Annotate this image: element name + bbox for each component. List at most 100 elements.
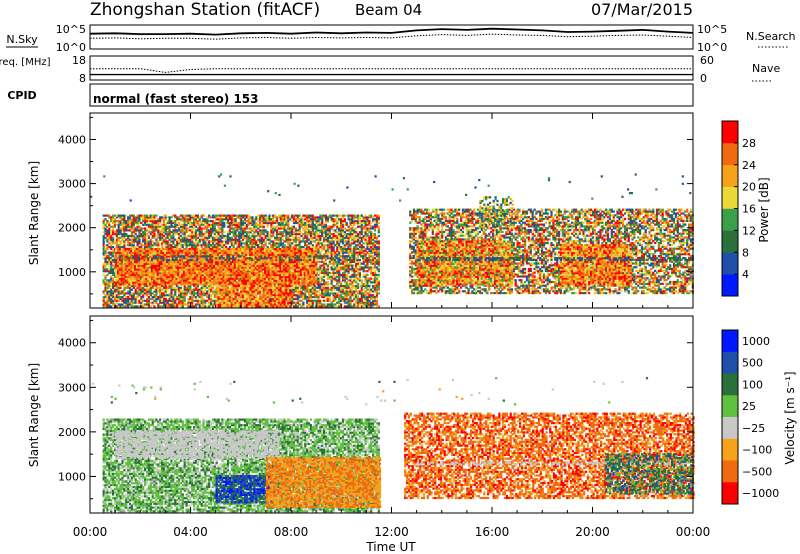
power-cell — [185, 244, 188, 247]
power-cell — [200, 221, 203, 225]
power-cell — [115, 220, 118, 223]
power-cell — [326, 297, 329, 301]
power-cell — [170, 236, 173, 239]
power-cell — [202, 233, 205, 236]
power-cell — [189, 297, 192, 301]
power-cell — [202, 305, 205, 308]
power-cell — [234, 236, 237, 239]
power-cell — [162, 294, 166, 297]
power-cell — [328, 305, 331, 308]
power-cell — [172, 286, 175, 289]
power-cell — [142, 251, 145, 254]
power-cell — [142, 288, 145, 291]
power-cell — [277, 236, 280, 239]
power-cell — [196, 301, 199, 304]
power-cell — [311, 238, 314, 241]
power-cell — [125, 264, 128, 267]
power-cell — [130, 297, 133, 301]
power-cell — [193, 242, 196, 245]
power-cell — [142, 214, 145, 217]
power-cell — [238, 227, 241, 230]
power-cell — [177, 238, 181, 241]
power-cell — [341, 292, 345, 295]
power-cell — [324, 225, 328, 228]
power-cell — [309, 297, 312, 301]
power-cell — [291, 288, 294, 291]
power-cell — [176, 229, 179, 232]
power-cell — [294, 296, 297, 299]
power-cell — [259, 218, 262, 221]
nave-label: Nave — [752, 62, 780, 75]
power-cell — [266, 246, 269, 249]
power-cell — [336, 221, 339, 225]
power-cell — [260, 214, 264, 217]
power-cell — [326, 292, 329, 295]
power-cell — [251, 303, 254, 306]
power-cell — [164, 218, 167, 221]
power-cell — [315, 238, 318, 241]
power-cell — [232, 216, 235, 219]
power-cell — [176, 284, 179, 288]
power-cell — [253, 218, 256, 221]
power-cell — [145, 288, 149, 291]
power-cell — [219, 231, 222, 234]
power-cell — [219, 216, 222, 219]
power-cell — [245, 238, 248, 241]
power-cell — [130, 238, 133, 241]
power-cell — [324, 229, 328, 232]
power-cell — [179, 223, 182, 226]
power-cell — [174, 227, 177, 230]
power-cell — [149, 227, 152, 230]
power-cell — [185, 294, 188, 297]
power-cell — [340, 292, 343, 295]
power-cell — [130, 296, 133, 299]
power-cell — [193, 305, 196, 308]
power-cell — [292, 246, 296, 249]
power-cell — [221, 242, 224, 245]
power-cell — [106, 303, 109, 306]
power-cell — [194, 292, 198, 295]
power-cell — [292, 305, 296, 308]
power-cell — [147, 303, 150, 306]
power-cell — [324, 305, 328, 308]
power-cell — [187, 240, 190, 243]
power-cell — [177, 242, 181, 245]
power-cell — [179, 297, 182, 301]
power-cell — [110, 270, 113, 273]
power-cell — [326, 266, 329, 269]
power-cell — [211, 262, 215, 265]
power-cell — [179, 296, 182, 299]
power-cell — [234, 218, 237, 221]
power-cell — [243, 244, 247, 247]
power-cell — [130, 305, 133, 308]
power-cell — [104, 225, 107, 228]
power-cell — [174, 286, 177, 289]
power-cell — [138, 214, 141, 217]
power-cell — [162, 262, 166, 265]
power-cell — [309, 305, 312, 308]
power-cell — [108, 271, 111, 275]
power-cell — [185, 286, 188, 289]
power-cell — [147, 292, 150, 295]
power-cell — [138, 299, 141, 302]
power-cell — [166, 233, 169, 236]
power-cell — [321, 249, 324, 252]
power-cell — [213, 231, 216, 234]
power-cell — [253, 231, 256, 234]
power-cell — [134, 238, 137, 241]
power-cell — [117, 238, 120, 241]
power-cell — [102, 242, 105, 245]
power-cell — [230, 221, 233, 225]
power-cell — [177, 292, 181, 295]
power-cell — [247, 238, 250, 241]
power-cell — [200, 297, 203, 301]
power-cell — [179, 238, 182, 241]
power-cell — [194, 242, 198, 245]
power-cell — [277, 246, 280, 249]
power-cell — [208, 294, 211, 297]
power-cell — [194, 214, 198, 217]
power-cell — [336, 286, 339, 289]
power-cell — [281, 218, 284, 221]
power-cell — [144, 240, 147, 243]
